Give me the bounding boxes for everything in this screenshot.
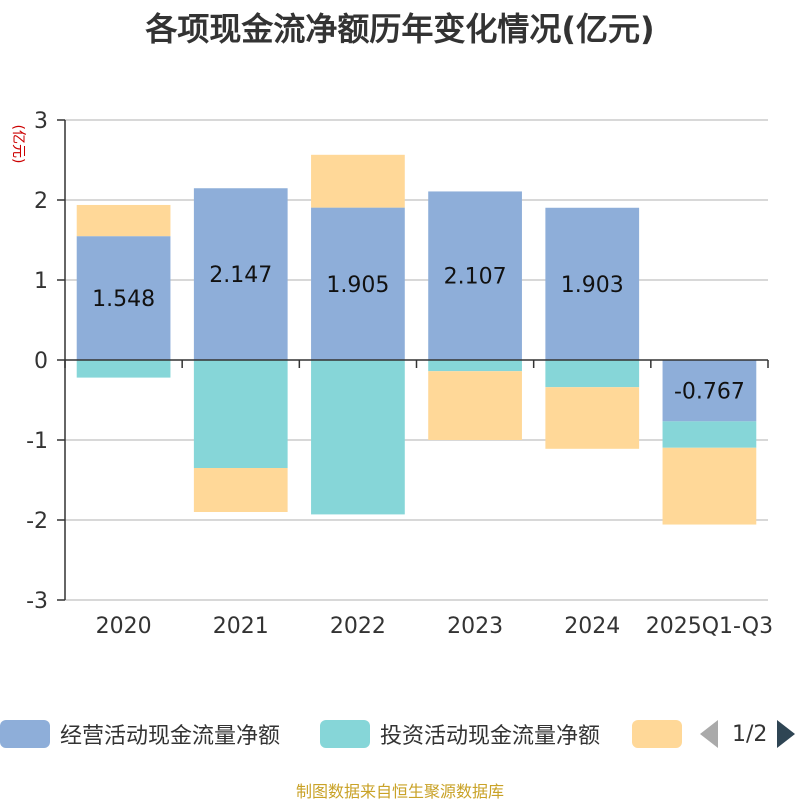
legend-next-page-icon[interactable] — [777, 720, 796, 748]
bar-series-2-2022 — [311, 360, 405, 515]
y-axis-unit-label: (亿元) — [10, 125, 26, 164]
bar-value-label: 1.548 — [92, 287, 155, 312]
bars — [76, 154, 757, 525]
legend-pager: 1/2 — [700, 716, 796, 752]
y-tick-label: -2 — [26, 509, 48, 534]
bar-series-1-2021 — [193, 188, 288, 360]
bar-series-2-2021 — [193, 360, 288, 468]
legend-label-investing: 投资活动现金流量净额 — [380, 724, 601, 749]
bar-series-1-2025Q1-Q3 — [662, 360, 757, 422]
legend-item-operating[interactable]: 经营活动现金流量净额 — [0, 716, 280, 752]
bar-value-label: -0.767 — [674, 380, 745, 405]
bar-value-label: 1.903 — [561, 273, 624, 298]
bar-series-3-2022 — [311, 154, 405, 208]
bar-series-1-2022 — [311, 207, 405, 360]
bar-value-label: 2.147 — [209, 263, 272, 288]
bar-series-2-2025Q1-Q3 — [662, 421, 757, 448]
legend-swatch-operating — [0, 720, 50, 748]
data-labels: 1.548 2.147 1.905 2.107 1.903 -0.767 — [92, 263, 745, 405]
bar-series-3-2020 — [76, 204, 171, 237]
legend-label-operating: 经营活动现金流量净额 — [60, 724, 281, 749]
legend-page-indicator: 1/2 — [732, 721, 768, 747]
legend-swatch-third — [632, 720, 682, 748]
grid-lines — [65, 119, 768, 601]
x-tick-label: 2022 — [330, 614, 386, 639]
source-note: 制图数据来自恒生聚源数据库 — [295, 782, 504, 801]
legend: 经营活动现金流量净额 投资活动现金流量净额 1/2 — [0, 716, 800, 756]
bar-series-3-2021 — [193, 468, 288, 512]
x-tick-label: 2025Q1-Q3 — [646, 614, 773, 639]
legend-item-third[interactable] — [632, 716, 682, 752]
legend-item-investing[interactable]: 投资活动现金流量净额 — [320, 716, 600, 752]
y-tick-label: 2 — [34, 189, 48, 214]
y-tick-label: 3 — [34, 109, 48, 134]
bar-value-label: 1.905 — [326, 273, 389, 298]
bar-series-2-2024 — [545, 360, 640, 388]
bar-series-2-2020 — [76, 360, 171, 378]
y-tick-label: 1 — [34, 269, 48, 294]
legend-prev-page-icon[interactable] — [700, 720, 718, 748]
bar-series-2-2023 — [428, 360, 522, 372]
bar-series-1-2023 — [428, 191, 522, 360]
x-tick-label: 2024 — [564, 614, 620, 639]
bar-series-1-2024 — [545, 207, 640, 360]
bar-series-3-2025Q1-Q3 — [662, 447, 757, 525]
bar-series-3-2024 — [545, 387, 640, 449]
y-tick-label: 0 — [34, 349, 48, 374]
y-tick-label: -3 — [26, 589, 48, 614]
axes: -3 -2 -1 0 1 2 3 2020 2021 2022 2023 2024 2025Q1-Q3 — [26, 109, 773, 639]
legend-swatch-investing — [320, 720, 370, 748]
bar-series-1-2020 — [76, 236, 171, 360]
x-tick-label: 2021 — [213, 614, 269, 639]
y-tick-label: -1 — [26, 429, 48, 454]
bar-series-3-2023 — [428, 371, 522, 440]
bar-value-label: 2.107 — [444, 265, 507, 290]
chart-title: 各项现金流净额历年变化情况(亿元) — [145, 10, 655, 48]
x-tick-label: 2023 — [447, 614, 503, 639]
x-tick-label: 2020 — [96, 614, 152, 639]
